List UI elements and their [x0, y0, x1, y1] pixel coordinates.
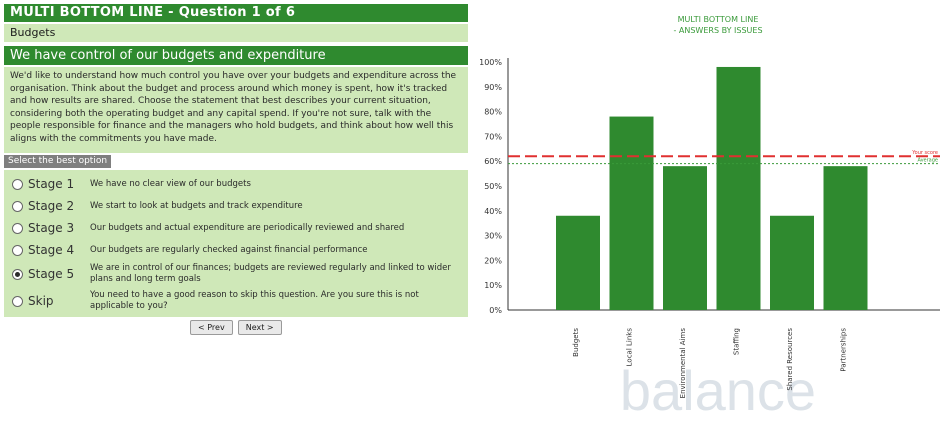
- option-stage-4[interactable]: Stage 4 Our budgets are regularly checke…: [4, 240, 468, 260]
- option-description: We have no clear view of our budgets: [90, 178, 251, 189]
- chart-subtitle: - ANSWERS BY ISSUES: [673, 26, 762, 35]
- y-tick-label: 40%: [484, 207, 502, 216]
- x-tick-label: Budgets: [572, 328, 580, 357]
- y-tick-label: 10%: [484, 281, 502, 290]
- prev-button[interactable]: < Prev: [190, 320, 233, 335]
- option-stage-1[interactable]: Stage 1 We have no clear view of our bud…: [4, 174, 468, 194]
- x-tick-label: Environmental Aims: [679, 328, 687, 399]
- bar-2: [663, 166, 707, 310]
- x-tick-label: Staffing: [733, 328, 741, 355]
- questionnaire-panel: MULTI BOTTOM LINE - Question 1 of 6 Budg…: [0, 0, 468, 423]
- y-tick-label: 60%: [484, 157, 502, 166]
- chart-title: MULTI BOTTOM LINE: [678, 15, 759, 24]
- option-skip[interactable]: Skip You need to have a good reason to s…: [4, 289, 468, 313]
- radio-stage-4[interactable]: [12, 244, 23, 256]
- y-tick-label: 70%: [484, 132, 502, 141]
- option-name: Stage 4: [28, 243, 75, 257]
- plot-area: 0% 10% 20% 30% 40% 50% 60% 70% 80% 90% 100% Budgets…: [479, 58, 940, 398]
- option-name: Stage 3: [28, 221, 75, 235]
- y-tick-label: 20%: [484, 256, 502, 265]
- bar-4: [770, 215, 814, 310]
- radio-stage-3[interactable]: [12, 222, 23, 234]
- y-tick-label: 100%: [479, 58, 502, 67]
- question-heading: We have control of our budgets and expen…: [4, 46, 468, 65]
- reference-line-label: Your score: [911, 150, 938, 156]
- y-tick-label: 80%: [484, 108, 502, 117]
- breadcrumb: Budgets: [4, 24, 468, 42]
- option-description: You need to have a good reason to skip t…: [90, 290, 419, 311]
- watermark-text: balance: [620, 359, 816, 422]
- y-tick-label: 30%: [484, 232, 502, 241]
- question-body: We'd like to understand how much control…: [4, 67, 468, 153]
- bar-chart: balance MULTI BOTTOM LINE - ANSWERS BY I…: [479, 15, 940, 422]
- reference-line-label: Average: [917, 158, 938, 164]
- bar-0: [556, 215, 600, 310]
- questionnaire-title: MULTI BOTTOM LINE - Question 1 of 6: [4, 4, 468, 22]
- radio-skip[interactable]: [12, 295, 23, 307]
- x-tick-label: Partnerships: [840, 328, 848, 372]
- y-tick-label: 50%: [484, 182, 502, 191]
- next-button[interactable]: Next >: [237, 320, 282, 335]
- option-stage-3[interactable]: Stage 3 Our budgets and actual expenditu…: [4, 218, 468, 238]
- select-label: Select the best option: [4, 155, 112, 168]
- results-chart: balance MULTI BOTTOM LINE - ANSWERS BY I…: [468, 0, 942, 423]
- option-description: Our budgets and actual expenditure are p…: [90, 222, 405, 233]
- y-tick-label: 90%: [484, 83, 502, 92]
- option-description: We start to look at budgets and track ex…: [90, 200, 303, 211]
- option-name: Stage 1: [28, 177, 75, 191]
- bar-3: [716, 66, 761, 311]
- option-name: Stage 5: [28, 267, 75, 281]
- option-description: Our budgets are regularly checked agains…: [90, 244, 368, 255]
- option-stage-2[interactable]: Stage 2 We start to look at budgets and …: [4, 196, 468, 216]
- bar-1: [609, 116, 654, 310]
- nav-buttons: < Prev Next >: [190, 320, 282, 335]
- y-tick-label: 0%: [489, 306, 502, 315]
- radio-stage-5[interactable]: [12, 268, 23, 280]
- radio-stage-2[interactable]: [12, 200, 23, 212]
- x-tick-label: Shared Resources: [786, 328, 794, 391]
- option-stage-5[interactable]: Stage 5 We are in control of our finance…: [4, 262, 468, 286]
- bar-5: [823, 166, 868, 310]
- option-name: Skip: [28, 294, 54, 308]
- option-name: Stage 2: [28, 199, 75, 213]
- radio-stage-1[interactable]: [12, 178, 23, 190]
- x-tick-label: Local Links: [626, 328, 634, 367]
- options-list: Stage 1 We have no clear view of our bud…: [4, 170, 468, 317]
- option-description: We are in control of our finances; budge…: [90, 263, 451, 284]
